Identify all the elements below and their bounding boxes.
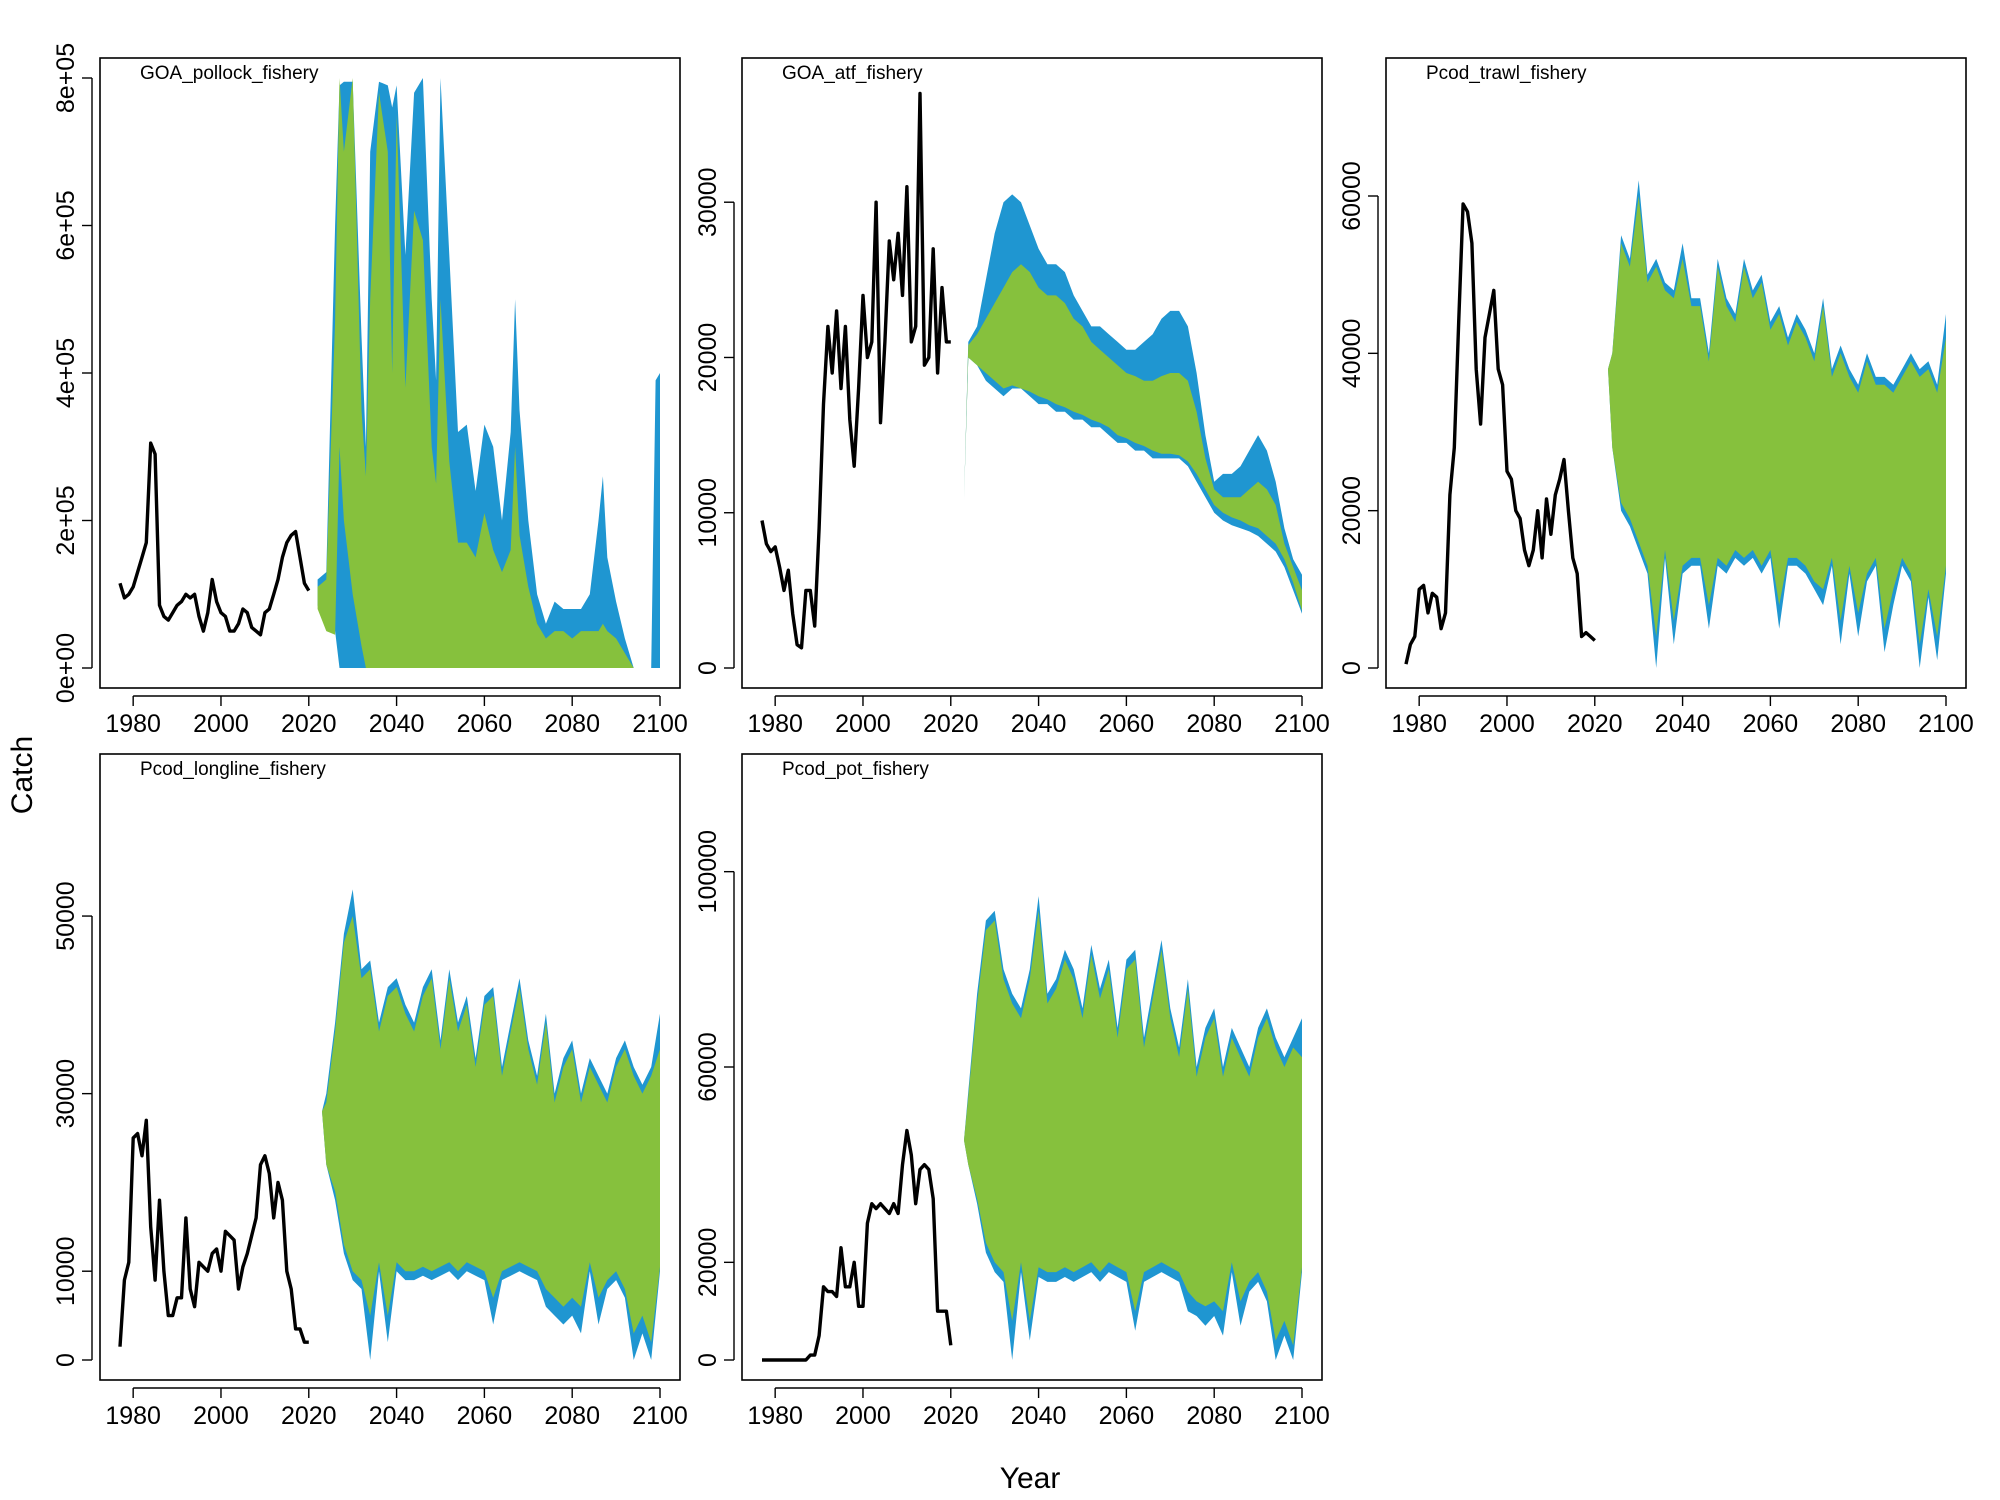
- panel-title: GOA_atf_fishery: [782, 63, 923, 84]
- x-tick-label: 1980: [105, 1402, 161, 1430]
- x-tick-label: 2040: [369, 710, 425, 738]
- y-tick-label: 0: [1338, 661, 1366, 675]
- plot-frame: [99, 753, 681, 1381]
- y-axis: 0 20000 40000 60000: [1338, 161, 1379, 675]
- observed-catch-line: [1404, 202, 1596, 665]
- y-tick-label: 20000: [694, 1228, 722, 1298]
- y-tick-label: 8e+05: [52, 43, 80, 113]
- figure-x-label: Year: [1000, 1462, 1061, 1495]
- x-tick-label: 2100: [1918, 710, 1974, 738]
- x-tick-label: 2020: [923, 1402, 979, 1430]
- x-tick-label: 2040: [1011, 710, 1067, 738]
- y-tick-label: 60000: [1338, 161, 1366, 231]
- y-axis: 0 10000 30000 50000: [52, 881, 93, 1367]
- y-tick-label: 6e+05: [52, 190, 80, 260]
- y-tick-label: 4e+05: [52, 338, 80, 408]
- x-tick-label: 2080: [544, 1402, 600, 1430]
- plot-frame: [1385, 57, 1967, 689]
- panel-3: Pcod_longline_fishery 1980 2000 2020 2040 206…: [52, 753, 688, 1430]
- x-tick-label: 2080: [1830, 710, 1886, 738]
- x-tick-label: 2000: [835, 710, 891, 738]
- x-tick-label: 2000: [1479, 710, 1535, 738]
- x-tick-label: 2080: [1186, 710, 1242, 738]
- x-tick-label: 2020: [1567, 710, 1623, 738]
- y-axis: 0 10000 20000 30000: [694, 167, 735, 675]
- x-tick-label: 2100: [1274, 710, 1330, 738]
- panel-2: Pcod_trawl_fishery 1980 2000 2020 2040 2060 20…: [1338, 57, 1974, 738]
- x-tick-label: 2060: [1743, 710, 1799, 738]
- inner-band-area: [1603, 196, 1946, 645]
- inner-band-area: [317, 916, 660, 1343]
- x-tick-label: 2020: [923, 710, 979, 738]
- y-tick-label: 40000: [1338, 319, 1366, 389]
- panel-title: Pcod_longline_fishery: [140, 759, 326, 780]
- x-tick-label: 2020: [281, 1402, 337, 1430]
- y-tick-label: 50000: [52, 881, 80, 951]
- y-tick-label: 10000: [52, 1236, 80, 1306]
- y-tick-label: 0: [52, 1353, 80, 1367]
- x-tick-label: 2040: [369, 1402, 425, 1430]
- x-tick-label: 2080: [544, 710, 600, 738]
- x-tick-label: 2000: [193, 710, 249, 738]
- x-axis: 1980 2000 2020 2040 2060 2080 2100: [105, 1387, 688, 1430]
- x-tick-label: 2060: [1099, 710, 1155, 738]
- x-tick-label: 2040: [1655, 710, 1711, 738]
- observed-catch-line: [760, 91, 951, 650]
- y-axis: 0e+00 2e+05 4e+05 6e+05 8e+05: [52, 43, 93, 703]
- panel-1: GOA_atf_fishery 1980 2000 2020 2040 2060 2080 2…: [694, 57, 1330, 738]
- panel-title: GOA_pollock_fishery: [140, 63, 319, 84]
- panel-4: Pcod_pot_fishery 1980 2000 2020 2040 2060 2080…: [694, 753, 1330, 1430]
- plot-frame: [741, 753, 1323, 1381]
- x-tick-label: 2080: [1186, 1402, 1242, 1430]
- x-axis: 1980 2000 2020 2040 2060 2080 2100: [1391, 695, 1974, 738]
- x-tick-label: 2100: [632, 710, 688, 738]
- y-tick-label: 20000: [1338, 476, 1366, 546]
- x-tick-label: 2000: [835, 1402, 891, 1430]
- y-axis: 0 20000 60000 100000: [694, 830, 735, 1367]
- x-tick-label: 2020: [281, 710, 337, 738]
- x-tick-label: 2060: [457, 1402, 513, 1430]
- inner-band-area: [317, 78, 660, 668]
- y-tick-label: 10000: [694, 478, 722, 548]
- y-tick-label: 100000: [694, 830, 722, 913]
- x-tick-label: 1980: [747, 710, 803, 738]
- x-axis: 1980 2000 2020 2040 2060 2080 2100: [747, 1387, 1330, 1430]
- figure-y-label: Catch: [6, 736, 39, 814]
- x-tick-label: 2100: [1274, 1402, 1330, 1430]
- y-tick-label: 2e+05: [52, 485, 80, 555]
- inner-band-area: [959, 264, 1302, 611]
- plot-frame: [99, 57, 681, 689]
- x-tick-label: 2060: [1099, 1402, 1155, 1430]
- panel-title: Pcod_trawl_fishery: [1426, 63, 1587, 84]
- x-tick-label: 1980: [105, 710, 161, 738]
- x-tick-label: 1980: [747, 1402, 803, 1430]
- y-tick-label: 0e+00: [52, 633, 80, 703]
- observed-catch-line: [118, 441, 311, 637]
- x-axis: 1980 2000 2020 2040 2060 2080 2100: [105, 695, 688, 738]
- x-tick-label: 1980: [1391, 710, 1447, 738]
- observed-catch-line: [118, 1118, 309, 1347]
- observed-catch-line: [762, 1128, 953, 1362]
- y-tick-label: 30000: [52, 1059, 80, 1129]
- inner-band-area: [959, 910, 1302, 1346]
- panels-group: GOA_pollock_fishery 1980 2000 2020 2040 2060 2…: [52, 43, 1974, 1430]
- x-tick-label: 2040: [1011, 1402, 1067, 1430]
- panel-title: Pcod_pot_fishery: [782, 759, 929, 780]
- y-tick-label: 0: [694, 1353, 722, 1367]
- x-axis: 1980 2000 2020 2040 2060 2080 2100: [747, 695, 1330, 738]
- x-tick-label: 2000: [193, 1402, 249, 1430]
- y-tick-label: 30000: [694, 167, 722, 237]
- plot-frame: [741, 57, 1323, 689]
- y-tick-label: 60000: [694, 1032, 722, 1102]
- y-tick-label: 0: [694, 661, 722, 675]
- panel-0: GOA_pollock_fishery 1980 2000 2020 2040 2060 2…: [52, 43, 688, 738]
- x-tick-label: 2060: [457, 710, 513, 738]
- y-tick-label: 20000: [694, 323, 722, 393]
- x-tick-label: 2100: [632, 1402, 688, 1430]
